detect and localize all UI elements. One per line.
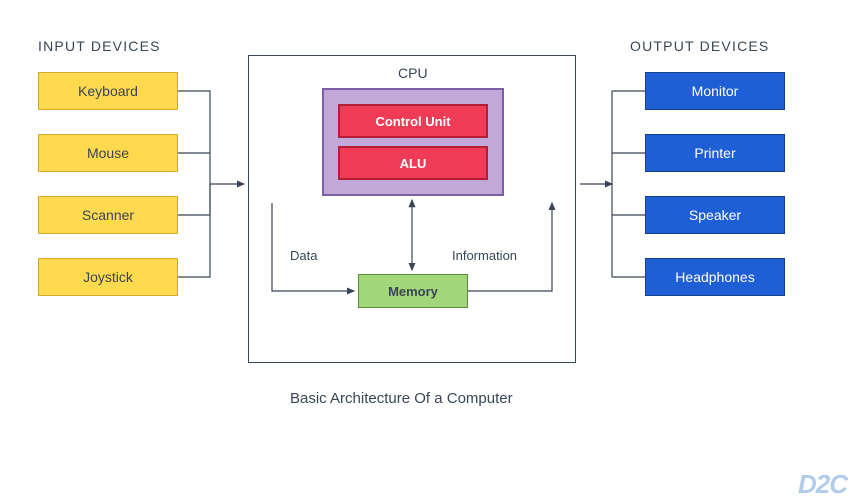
input-device-joystick: Joystick — [38, 258, 178, 296]
device-label: Monitor — [692, 83, 739, 99]
output-device-monitor: Monitor — [645, 72, 785, 110]
input-device-scanner: Scanner — [38, 196, 178, 234]
control-unit: Control Unit — [338, 104, 488, 138]
memory-box: Memory — [358, 274, 468, 308]
input-device-keyboard: Keyboard — [38, 72, 178, 110]
output-section-title: OUTPUT DEVICES — [630, 38, 769, 54]
device-label: Joystick — [83, 269, 133, 285]
output-device-speaker: Speaker — [645, 196, 785, 234]
cpu-box: Control Unit ALU — [322, 88, 504, 196]
device-label: Mouse — [87, 145, 129, 161]
input-device-mouse: Mouse — [38, 134, 178, 172]
input-section-title: INPUT DEVICES — [38, 38, 161, 54]
device-label: Speaker — [689, 207, 741, 223]
data-label: Data — [290, 248, 317, 263]
diagram-caption: Basic Architecture Of a Computer — [290, 390, 513, 407]
alu-label: ALU — [400, 156, 427, 171]
alu: ALU — [338, 146, 488, 180]
device-label: Keyboard — [78, 83, 138, 99]
watermark-logo: D2C — [798, 469, 847, 500]
device-label: Printer — [694, 145, 735, 161]
info-label: Information — [452, 248, 517, 263]
cpu-title: CPU — [398, 65, 428, 81]
device-label: Scanner — [82, 207, 134, 223]
control-unit-label: Control Unit — [375, 114, 450, 129]
output-device-headphones: Headphones — [645, 258, 785, 296]
output-device-printer: Printer — [645, 134, 785, 172]
device-label: Headphones — [675, 269, 754, 285]
memory-label: Memory — [388, 284, 438, 299]
